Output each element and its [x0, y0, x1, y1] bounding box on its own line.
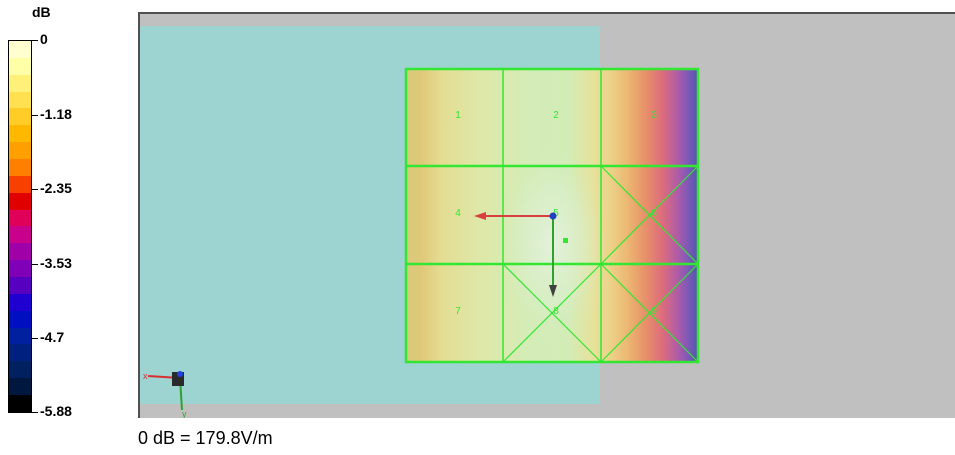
- cell-label: 4: [455, 208, 461, 219]
- color-scale-segment: [9, 378, 31, 396]
- cell-label: 5: [553, 208, 559, 219]
- field-map: 1 2 3 4 5 6 7 8 9 x y: [140, 26, 700, 418]
- axis-x-label: x: [143, 371, 148, 381]
- cell-label: 6: [651, 208, 657, 219]
- color-scale-segment: [9, 108, 31, 126]
- cell-label: 3: [651, 110, 657, 121]
- cell-label: 9: [651, 306, 657, 317]
- color-scale-segment: [9, 260, 31, 278]
- scale-unit-label: dB: [32, 4, 51, 20]
- color-scale-segment: [9, 327, 31, 345]
- color-scale-segment: [9, 243, 31, 261]
- axis-triad-icon: x y: [143, 371, 187, 418]
- scale-tick-label: -1.18: [40, 106, 72, 122]
- scale-tick-label: 0: [40, 31, 48, 47]
- cell-label: 8: [553, 306, 559, 317]
- reference-value-text: 0 dB = 179.8V/m: [138, 428, 273, 448]
- color-scale-segment: [9, 395, 31, 412]
- scale-tick-label: -5.88: [40, 403, 72, 419]
- color-scale-segment: [9, 293, 31, 311]
- color-scale-segment: [9, 91, 31, 109]
- color-scale-segment: [9, 361, 31, 379]
- peak-marker: [563, 238, 568, 243]
- probe-point: [549, 212, 557, 220]
- color-scale-segment: [9, 192, 31, 210]
- color-scale-segment: [9, 226, 31, 244]
- field-vector-arrows: [474, 212, 557, 297]
- color-scale-segment: [9, 57, 31, 75]
- color-scale-bar: [8, 40, 32, 413]
- scale-tick-label: -4.7: [40, 329, 65, 345]
- field-viewport[interactable]: 1 2 3 4 5 6 7 8 9 x y: [138, 12, 955, 418]
- cell-label: 1: [455, 110, 461, 121]
- color-scale-segment: [9, 310, 31, 328]
- scale-tick-label: -2.35: [40, 180, 72, 196]
- color-scale-segment: [9, 175, 31, 193]
- color-scale-segment: [9, 125, 31, 143]
- color-scale-segment: [9, 74, 31, 92]
- color-scale-segment: [9, 277, 31, 294]
- scale-tick-label: -3.53: [40, 255, 72, 271]
- cell-label: 7: [455, 306, 461, 317]
- color-scale-segment: [9, 344, 31, 362]
- cell-label: 2: [553, 110, 559, 121]
- color-scale-segment: [9, 209, 31, 227]
- color-scale-segment: [9, 41, 31, 58]
- color-scale-segment: [9, 142, 31, 160]
- color-scale-segment: [9, 159, 31, 176]
- axis-y-label: y: [182, 409, 187, 418]
